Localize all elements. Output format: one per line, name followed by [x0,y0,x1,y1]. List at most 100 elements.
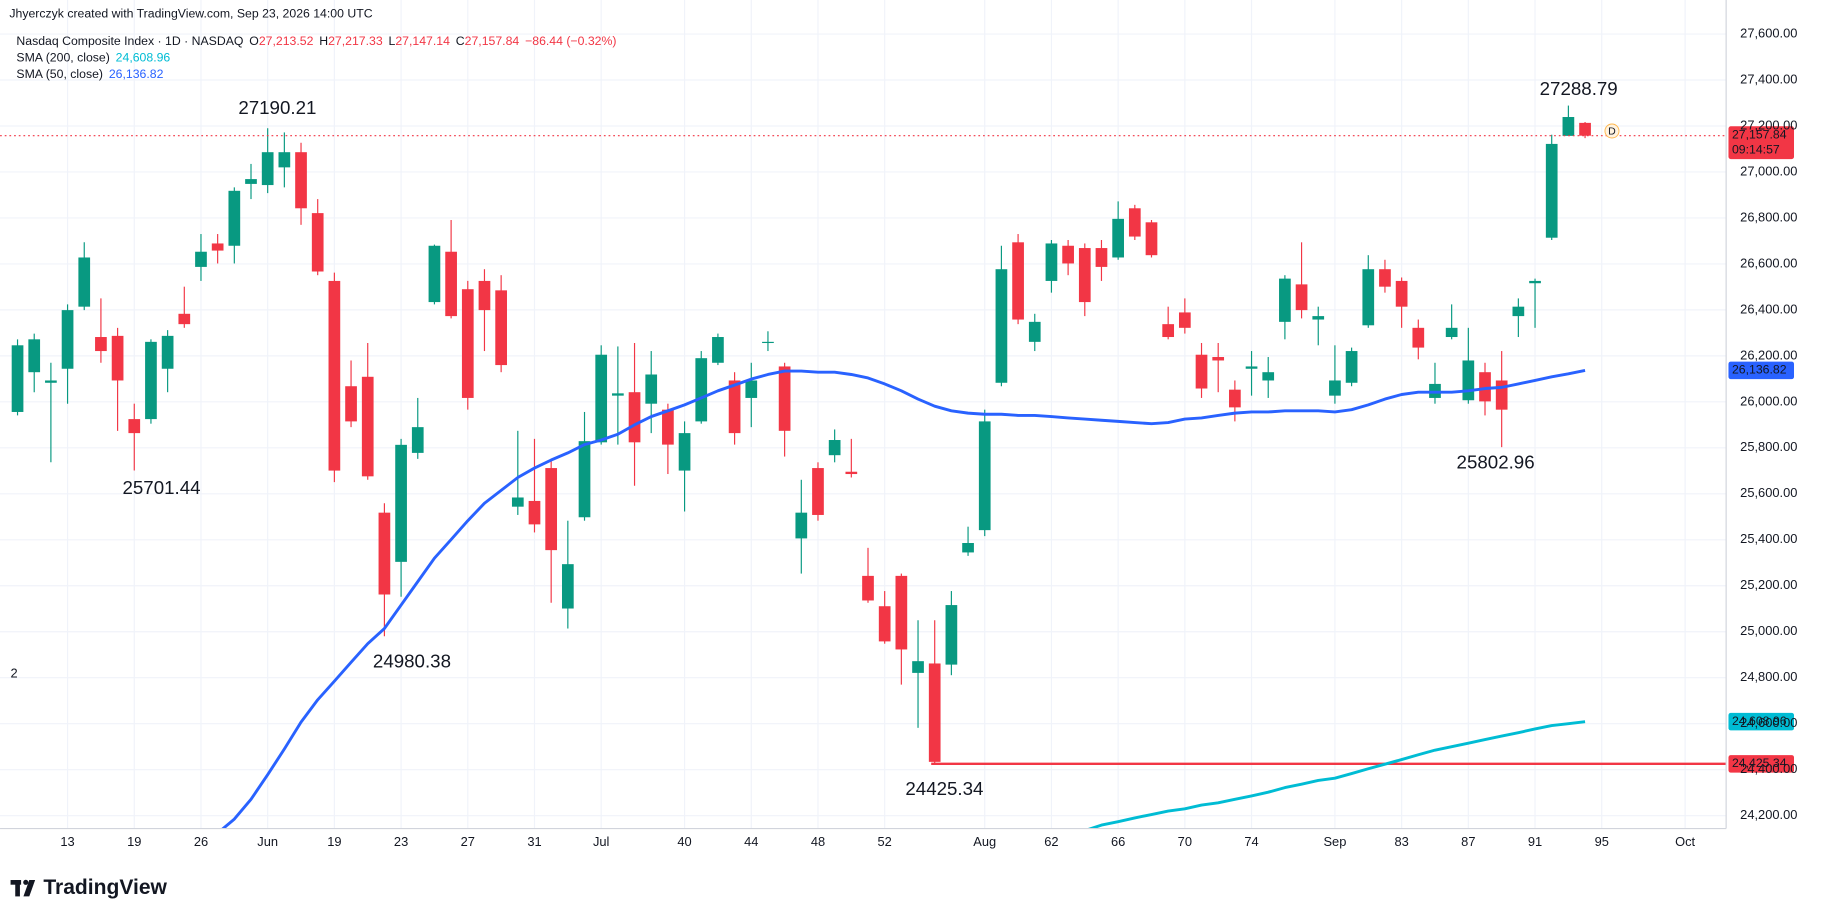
x-tick-label: 48 [811,834,825,849]
candle-body [28,339,41,373]
candle-body [361,376,374,477]
candle-body [1062,245,1074,264]
legend-series-value: 24,608.96 [116,51,171,65]
candle-body [11,345,24,412]
candle-body [1178,312,1191,328]
candle-body [428,245,441,303]
legend-symbol: Nasdaq Composite Index · 1D · NASDAQ [16,34,243,48]
y-tick-label: 26,000.00 [1740,393,1797,408]
x-tick-label: 23 [394,834,408,849]
legend-key: C [456,34,465,48]
candle-body [595,354,608,443]
candle-body [1112,218,1124,258]
candle-body [1078,248,1091,303]
logo-shape [23,880,36,897]
candle-body [145,341,157,420]
candle-body [311,213,324,272]
y-tick-label: 27,000.00 [1740,163,1797,178]
x-tick-label: 87 [1461,834,1475,849]
candle-body [1128,208,1141,237]
x-tick-label: 66 [1111,834,1125,849]
legend-series-value: 26,136.82 [109,67,164,81]
candle-body [1295,284,1308,311]
interval-marker [1604,123,1620,139]
price-badge [1728,126,1795,160]
candle-body [578,441,591,518]
logo-shape [23,879,29,885]
candle-body [762,341,774,344]
brand: TradingView [43,876,167,899]
annotation: 25701.44 [122,477,200,498]
candle-body [678,433,691,471]
candle-body [845,471,858,475]
legend-series: SMA (50, close) 26,136.82 [16,67,163,81]
candle-body [1462,360,1475,401]
candle-body [978,421,991,531]
candle-body [395,444,407,562]
candle-body [1262,372,1275,381]
price-badge [1728,361,1795,380]
candle-body [1279,278,1291,322]
x-tick-label: 31 [527,834,541,849]
candle-body [795,512,808,539]
y-tick-label: 25,200.00 [1740,577,1797,592]
y-tick-label: 24,800.00 [1740,669,1797,684]
candle-body [962,543,974,553]
annotation: 24980.38 [373,650,451,671]
candle-body [478,280,491,311]
candle-body [511,497,524,507]
x-tick-label: 40 [677,834,691,849]
x-tick-label: 44 [744,834,758,849]
annotation: 27288.79 [1540,78,1618,99]
legend-value: −86.44 (−0.32%) [525,34,616,48]
candle-body [1095,248,1108,267]
x-tick-label: 95 [1595,834,1609,849]
candle-body [862,575,874,601]
x-tick-label: 74 [1244,834,1258,849]
candle-body [178,313,191,325]
candle-body [211,243,224,251]
candle-body [61,310,74,369]
y-tick-label: 26,400.00 [1740,301,1797,316]
candle-body [261,152,274,186]
price-badge-label: 24,425.34 [1732,756,1787,770]
candle-body [1012,242,1024,320]
y-tick-label: 24,400.00 [1740,761,1797,776]
legend-value: 27,147.14 [395,34,450,48]
candle-body [1195,354,1208,389]
candle-body [128,419,141,434]
candle-body [645,374,658,404]
candle-body [878,606,891,642]
annotation: 25802.96 [1457,451,1535,472]
y-tick-label: 25,000.00 [1740,623,1797,638]
legend-value: 27,217.33 [328,34,383,48]
x-tick-label: Jul [593,834,609,849]
candle-body [445,251,457,317]
x-tick-label: 13 [60,834,74,849]
price-badge-label: 26,136.82 [1732,363,1787,377]
candle-body [1545,143,1558,238]
y-tick-label: 25,600.00 [1740,485,1797,500]
price-badge [1728,755,1795,773]
legend-value: 27,157.84 [465,34,520,48]
candle-body [411,427,424,453]
logo: TradingView [10,876,168,899]
annotation: 2 [10,665,17,680]
sma-line [1086,720,1586,829]
candle-body [912,661,924,673]
candle-body [1579,122,1591,136]
x-tick-label: Oct [1675,834,1695,849]
interval-marker-label: D [1608,125,1616,137]
annotation: 24425.34 [905,778,983,799]
candle-body [662,409,674,445]
price-badge-label: 24,608.96 [1732,714,1787,728]
candle-body [778,366,791,431]
candle-body [928,663,941,762]
candle-body [1362,269,1375,326]
legend-value: 27,213.52 [259,34,314,48]
legend-title: Nasdaq Composite Index · 1D · NASDAQ O27,… [16,34,616,48]
candle-body [612,393,624,396]
x-tick-label: Jun [257,834,278,849]
